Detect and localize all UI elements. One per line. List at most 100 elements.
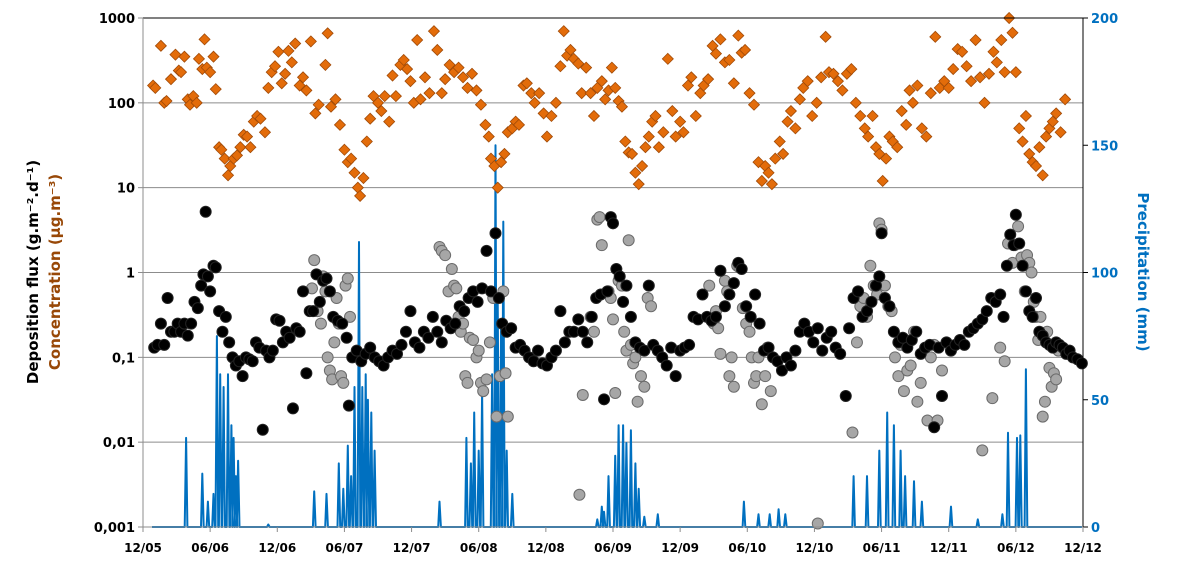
concentration-point <box>289 37 302 50</box>
x-tick-label: 06/10 <box>728 541 766 555</box>
flux-black-point <box>696 288 709 301</box>
flux-gray-point <box>341 272 354 285</box>
flux-black-point <box>811 322 824 335</box>
concentration-point <box>230 149 244 162</box>
concentration-point <box>777 147 790 160</box>
flux-black-point <box>204 285 217 298</box>
flux-black-point <box>342 399 355 412</box>
flux-black-point <box>471 295 484 308</box>
concentration-point <box>876 174 889 188</box>
flux-black-point <box>784 359 797 372</box>
concentration-point <box>190 96 203 109</box>
concentration-point <box>773 135 786 148</box>
flux-gray-point <box>725 351 738 364</box>
flux-black-point <box>669 370 682 383</box>
concentration-point <box>275 77 288 90</box>
concentration-point <box>982 67 996 80</box>
flux-gray-point <box>723 370 736 383</box>
flux-black-point <box>199 205 212 218</box>
concentration-point <box>491 181 504 194</box>
concentration-point <box>1059 93 1072 106</box>
flux-black-point <box>1009 208 1022 221</box>
concentration-point <box>207 50 220 63</box>
flux-black-point <box>426 310 439 323</box>
flux-black-point <box>458 305 471 318</box>
flux-black-point <box>246 355 259 368</box>
flux-black-point <box>718 300 731 313</box>
flux-black-point <box>620 279 633 292</box>
concentration-point <box>268 60 282 73</box>
concentration-point <box>743 87 756 100</box>
concentration-point <box>895 104 908 118</box>
flux-black-point <box>320 272 333 285</box>
y-tick-label: 10 <box>117 182 135 197</box>
flux-black-point <box>852 285 865 298</box>
concentration-point <box>554 60 567 73</box>
flux-black-point <box>825 325 838 338</box>
flux-black-point <box>735 262 748 275</box>
flux-black-point <box>1004 228 1017 241</box>
y2-axis-label-precipitation: Precipitation (mm) <box>1134 192 1152 351</box>
concentration-point <box>572 57 585 70</box>
flux-gray-point <box>499 367 512 380</box>
flux-black-point <box>191 302 204 315</box>
concentration-point <box>854 109 867 123</box>
x-tick-label: 12/10 <box>796 541 834 555</box>
flux-gray-point <box>595 239 608 252</box>
concentration-point <box>300 84 313 97</box>
flux-black-point <box>617 295 630 308</box>
flux-black-point <box>598 393 611 406</box>
y-tick-label: 0,1 <box>112 351 135 366</box>
concentration-point <box>557 25 570 38</box>
concentration-series <box>147 11 1072 202</box>
flux-gray-point <box>1036 410 1049 423</box>
concentration-point <box>652 141 665 154</box>
concentration-point <box>540 130 554 143</box>
concentration-point <box>793 93 806 106</box>
flux-gray-point <box>936 364 948 377</box>
flux-gray-point <box>337 376 350 389</box>
concentration-point <box>272 45 285 58</box>
concentration-point <box>279 67 292 80</box>
flux-gray-point <box>314 317 327 330</box>
concentration-point <box>1033 141 1046 154</box>
flux-black-point <box>744 310 757 323</box>
concentration-point <box>575 87 588 100</box>
concentration-point <box>364 112 377 125</box>
concentration-point <box>1046 115 1059 128</box>
flux-gray-point <box>924 351 937 364</box>
flux-black-point <box>928 421 941 434</box>
x-tick-label: 12/06 <box>258 541 296 555</box>
concentration-point <box>149 81 162 94</box>
flux-black-point <box>807 336 820 349</box>
flux-gray-point <box>994 341 1007 354</box>
concentration-point <box>990 56 1003 69</box>
flux-black-point <box>883 300 896 313</box>
flux-gray-point <box>467 334 480 347</box>
concentration-point <box>900 118 913 131</box>
concentration-point <box>198 33 211 46</box>
flux-gray-point <box>587 325 600 338</box>
concentration-point <box>452 61 465 74</box>
flux-gray-point <box>897 385 910 398</box>
concentration-point <box>1013 122 1026 135</box>
concentration-point <box>987 45 1000 58</box>
concentration-point <box>495 156 508 169</box>
concentration-point <box>632 178 645 191</box>
flux-gray-point <box>714 347 727 360</box>
flux-black-point <box>431 325 444 338</box>
concentration-point <box>427 25 441 38</box>
x-tick-label: 12/09 <box>661 541 699 555</box>
concentration-point <box>1029 159 1043 173</box>
flux-black-point <box>613 270 626 283</box>
concentration-point <box>174 66 188 79</box>
flux-gray-point <box>634 370 647 383</box>
x-tick-label: 12/05 <box>124 541 162 555</box>
flux-black-point <box>492 292 505 305</box>
flux-gray-point <box>850 336 863 349</box>
flux-black-point <box>1075 357 1088 370</box>
concentration-point <box>397 53 410 67</box>
concentration-point <box>911 79 924 92</box>
concentration-point <box>920 130 933 143</box>
concentration-point <box>204 66 217 79</box>
